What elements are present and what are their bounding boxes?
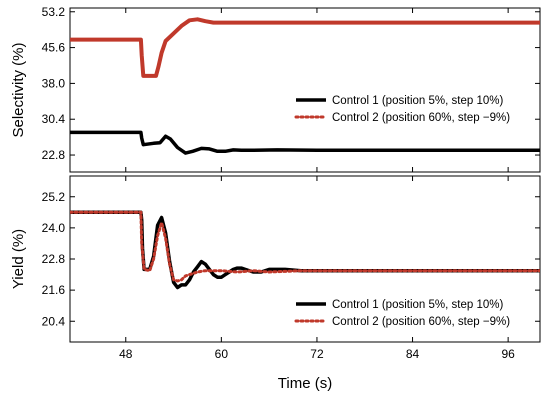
legend-label-yield-2: Control 2 (position 60%, step −9%) [332, 316, 510, 328]
y-axis-title-selectivity: Selectivity (%) [10, 42, 27, 137]
y-tick-label-yield: 24.0 [42, 221, 66, 235]
y-tick-label-selectivity: 30.4 [42, 112, 66, 126]
series-line-selectivity-1 [70, 130, 540, 155]
subplot-selectivity: 22.8 30.4 38.0 45.6 53.2 Selectivity (%) Contr… [10, 5, 541, 173]
y-tick-label-yield: 22.8 [42, 252, 66, 266]
legend-label-yield-1: Control 1 (position 5%, step 10%) [332, 299, 503, 311]
y-tick-label-selectivity: 22.8 [42, 148, 66, 162]
x-tick-label: 48 [119, 347, 133, 361]
plot-frame-selectivity [69, 7, 541, 173]
y-tick-label-selectivity: 53.2 [42, 5, 66, 19]
y-axis-title-yield: Yield (%) [10, 229, 27, 289]
y-tick-label-yield: 25.2 [42, 190, 66, 204]
x-tick-label: 84 [406, 347, 420, 361]
subplot-yield: 20.4 21.6 22.8 24.0 25.2 Yield (%) Control 1 (… [10, 175, 541, 343]
y-tick-label-yield: 20.4 [42, 314, 66, 328]
y-tick-label-yield: 21.6 [42, 283, 66, 297]
x-tick-label: 60 [215, 347, 229, 361]
series-line-yield-2 [70, 210, 540, 283]
x-axis-title: Time (s) [278, 375, 332, 392]
legend-label-selectivity-2: Control 2 (position 60%, step −9%) [332, 112, 510, 124]
x-tick-label: 96 [501, 347, 515, 361]
x-tick-label: 72 [310, 347, 324, 361]
series-line-selectivity-2 [70, 17, 540, 78]
y-tick-label-selectivity: 38.0 [42, 76, 66, 90]
y-tick-label-selectivity: 45.6 [42, 41, 66, 55]
legend-label-selectivity-1: Control 1 (position 5%, step 10%) [332, 95, 503, 107]
